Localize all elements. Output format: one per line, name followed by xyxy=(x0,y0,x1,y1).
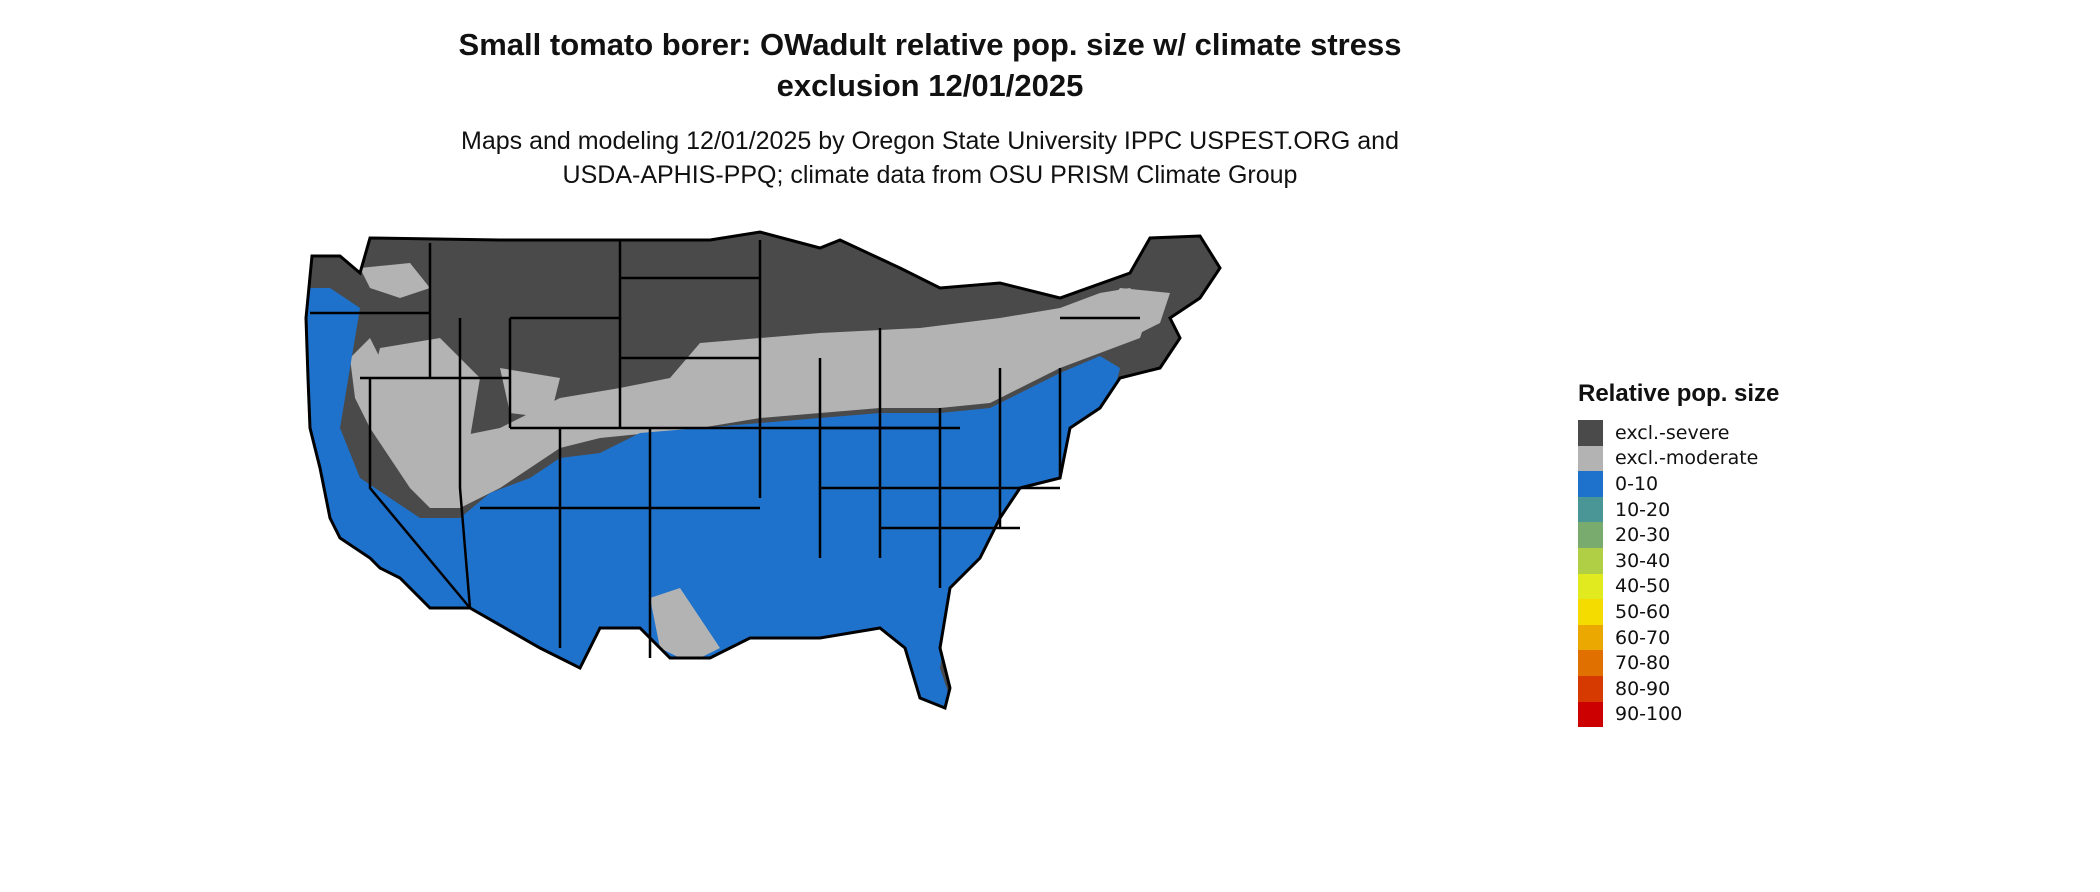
legend-label: 50-60 xyxy=(1615,600,1671,623)
legend-item: 0-10 xyxy=(1578,471,1779,497)
legend-swatch xyxy=(1578,547,1603,574)
legend-swatch xyxy=(1578,522,1603,548)
legend-label: 70-80 xyxy=(1615,652,1671,675)
legend-swatch xyxy=(1578,496,1603,523)
legend-item: 70-80 xyxy=(1578,650,1779,676)
legend-label: 10-20 xyxy=(1615,498,1671,521)
title-line-1: Small tomato borer: OWadult relative pop… xyxy=(458,27,1402,62)
moderate-exclusion-zone xyxy=(350,288,1150,508)
legend: Relative pop. size excl.-severe excl.-mod… xyxy=(1578,380,1780,728)
map-fill xyxy=(306,232,1220,708)
subtitle-line-1: Maps and modeling 12/01/2025 by Oregon S… xyxy=(461,127,1399,155)
us-outline xyxy=(304,230,1222,711)
moderate-exclusion-texas xyxy=(650,588,720,663)
legend-swatch xyxy=(1578,445,1603,472)
legend-item: 50-60 xyxy=(1578,599,1779,625)
legend-item: 80-90 xyxy=(1578,675,1779,702)
legend-swatch xyxy=(1578,420,1603,446)
legend-items: excl.-severe excl.-moderate 0-10 10-20 20-30… xyxy=(1578,420,1779,728)
legend-swatch xyxy=(1578,599,1603,625)
legend-title: Relative pop. size xyxy=(1578,380,1780,407)
legend-label: 90-100 xyxy=(1615,703,1683,726)
legend-item: 40-50 xyxy=(1578,573,1779,600)
legend-label: 20-30 xyxy=(1615,524,1671,547)
us-map xyxy=(300,228,1550,888)
state-borders xyxy=(310,240,1140,658)
us-map-svg xyxy=(304,230,1222,711)
legend-swatch xyxy=(1578,701,1603,728)
legend-swatch xyxy=(1578,624,1603,651)
legend-item: 20-30 xyxy=(1578,522,1779,548)
legend-label: 0-10 xyxy=(1615,472,1659,495)
legend-swatch xyxy=(1578,675,1603,702)
legend-swatch xyxy=(1578,650,1603,676)
legend-item: excl.-moderate xyxy=(1578,445,1779,472)
map-subtitle: Maps and modeling 12/01/2025 by Oregon S… xyxy=(0,124,1860,192)
title-line-2: exclusion 12/01/2025 xyxy=(776,68,1084,103)
legend-label: 40-50 xyxy=(1615,575,1671,598)
legend-item: 90-100 xyxy=(1578,701,1779,728)
legend-item: 30-40 xyxy=(1578,547,1779,574)
legend-label: excl.-severe xyxy=(1615,421,1730,444)
legend-item: 10-20 xyxy=(1578,496,1779,523)
subtitle-line-2: USDA-APHIS-PPQ; climate data from OSU PR… xyxy=(562,161,1298,189)
legend-label: excl.-moderate xyxy=(1615,447,1759,470)
legend-swatch xyxy=(1578,471,1603,497)
legend-swatch xyxy=(1578,573,1603,600)
legend-label: 30-40 xyxy=(1615,549,1671,572)
map-title: Small tomato borer: OWadult relative pop… xyxy=(0,24,1860,106)
legend-label: 60-70 xyxy=(1615,626,1671,649)
legend-label: 80-90 xyxy=(1615,677,1671,700)
legend-item: excl.-severe xyxy=(1578,420,1779,446)
legend-item: 60-70 xyxy=(1578,624,1779,651)
